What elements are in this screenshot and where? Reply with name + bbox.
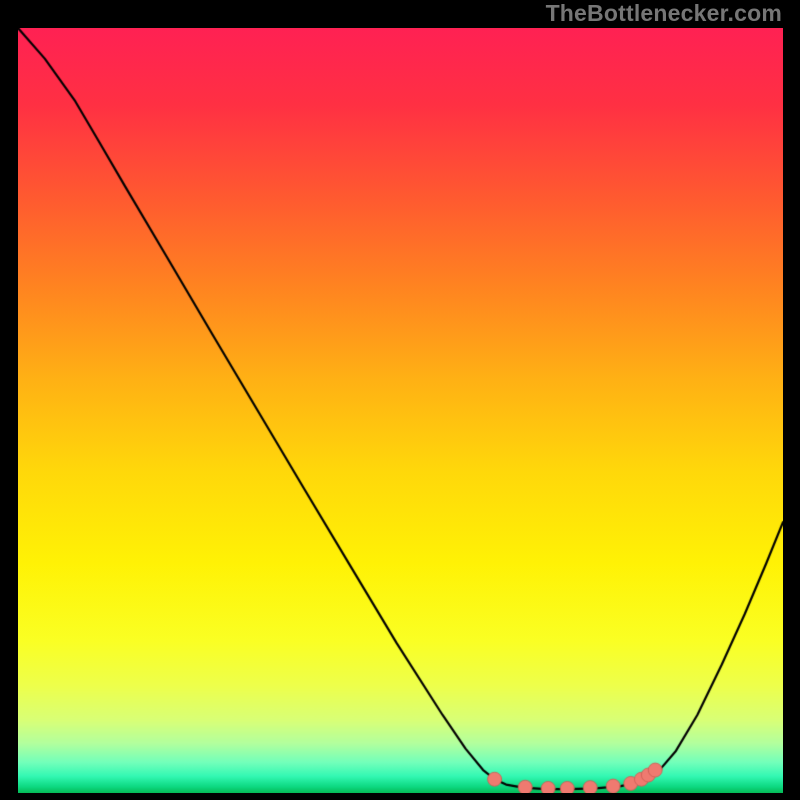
stage: TheBottlenecker.com bbox=[0, 0, 800, 800]
bottleneck-curve-chart bbox=[18, 28, 783, 793]
watermark-text: TheBottlenecker.com bbox=[546, 0, 782, 27]
